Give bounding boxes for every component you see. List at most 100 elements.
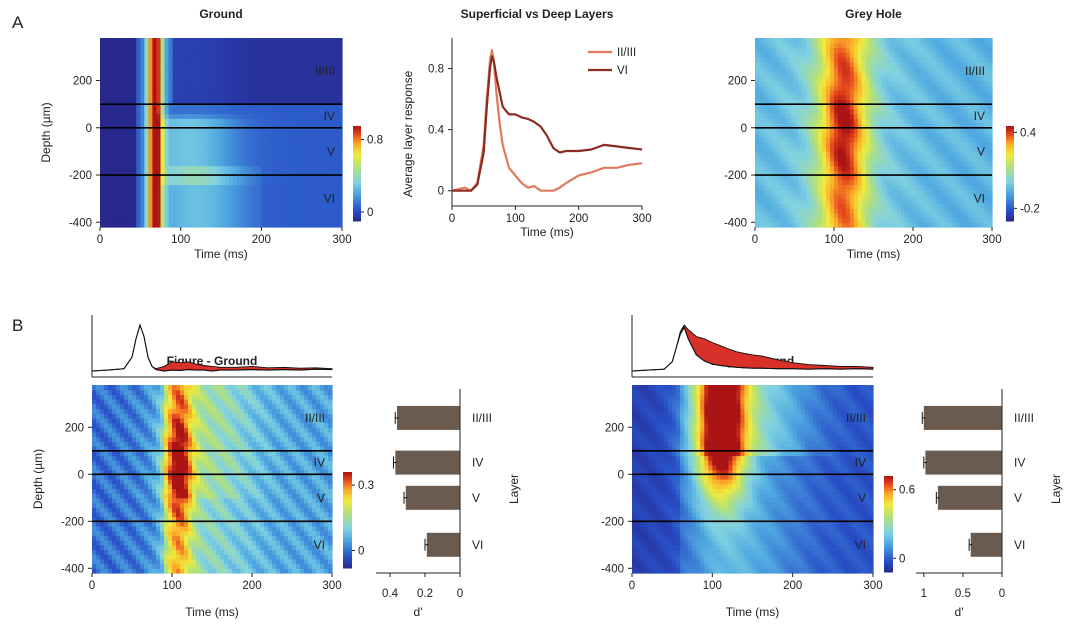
x-tick-label: 0 (449, 213, 455, 225)
figure-ground-cells (92, 385, 333, 574)
y-tick-label: 0 (438, 186, 444, 198)
dprime-y-axis-label: Layer (507, 474, 521, 504)
ground-colorbar: 0.80 (353, 126, 383, 222)
colorbar-tick-label: 0.3 (358, 480, 374, 492)
dprime-bar (405, 485, 461, 510)
colorbar-tick-label: 0 (367, 207, 373, 219)
y-tick-label: -200 (724, 170, 747, 182)
dprime-category-label: II/III (472, 411, 492, 425)
legend-label-1: VI (617, 65, 628, 77)
dprime-x-tick-label: 0 (999, 588, 1005, 600)
dprime-x-tick-label: 0.2 (417, 588, 433, 600)
y-tick-label: -400 (601, 563, 624, 575)
x-tick-label: 200 (252, 234, 271, 246)
y-tick-label: 0 (618, 469, 624, 481)
layer-label-3: VI (324, 192, 335, 206)
y-axis-label: Depth (µm) (31, 449, 45, 509)
y-tick-label: -200 (601, 516, 624, 528)
layer-label-1: IV (324, 109, 335, 123)
x-tick-label: 200 (903, 234, 922, 246)
x-tick-label: 100 (824, 234, 843, 246)
layer-label-1: IV (314, 456, 325, 470)
dprime-bar (925, 450, 1002, 475)
x-tick-label: 100 (162, 580, 181, 592)
colorbar-tick-label: 0 (899, 553, 905, 565)
x-tick-label: 300 (863, 580, 882, 592)
series-line-1 (452, 55, 643, 192)
x-tick-label: 0 (752, 234, 758, 246)
dprime-bar (923, 405, 1002, 430)
layer-label-3: VI (974, 192, 985, 206)
layer-label-1: IV (855, 456, 866, 470)
superficial-deep-panel: Superficial vs Deep Layers 0 100 200 300 Time… (401, 7, 652, 239)
x-tick-label: 300 (332, 234, 351, 246)
dprime-x-tick-label: 0.4 (382, 588, 399, 600)
ground-panel: II/III IV V VI Ground 0 100 200 300 Time (ms) 200 0… (39, 7, 383, 261)
x-tick-label: 0 (89, 580, 95, 592)
x-axis-label: Time (ms) (726, 605, 780, 619)
trace-difference-area (631, 324, 874, 372)
dprime-y-axis-label: Layer (1049, 474, 1063, 504)
dprime-category-label: II/III (1014, 411, 1034, 425)
colorbar-tick-label: 0.8 (367, 135, 383, 147)
dprime-x-tick-label: 0 (457, 588, 463, 600)
grey-hole-title: Grey Hole (845, 7, 902, 21)
dprime-bar (397, 405, 460, 430)
dprime-x-tick-label: 0.5 (955, 588, 971, 600)
layer-label-3: VI (855, 538, 866, 552)
superficial-deep-title: Superficial vs Deep Layers (461, 7, 614, 21)
dprime-x-tick-label: 1 (921, 588, 927, 600)
x-tick-label: 0 (97, 234, 103, 246)
dprime-bar (970, 532, 1002, 557)
x-axis-label: Time (ms) (847, 247, 901, 261)
x-tick-label: 200 (242, 580, 261, 592)
x-tick-label: 100 (506, 213, 525, 225)
dprime-x-axis-label: d' (414, 605, 423, 619)
panel-letter-b: B (12, 316, 23, 335)
layer-label-2: V (858, 491, 866, 505)
y-tick-label: 0.4 (428, 125, 445, 137)
y-tick-label: -400 (61, 563, 84, 575)
x-tick-label: 100 (171, 234, 190, 246)
y-axis-label: Depth (µm) (39, 102, 53, 162)
edge-ground-colorbar: 0.60 (884, 476, 915, 573)
x-tick-label: 0 (629, 580, 635, 592)
dprime-category-label: VI (472, 538, 483, 552)
edge-ground-cells (632, 385, 874, 574)
colorbar-tick-label: 0.4 (1020, 127, 1037, 139)
colorbar-tick-label: 0 (358, 546, 364, 558)
y-tick-label: 200 (73, 76, 92, 88)
grey-hole-colorbar: 0.4 -0.2 (1006, 126, 1040, 222)
layer-label-0: II/III (965, 64, 985, 78)
y-tick-label: -200 (61, 516, 84, 528)
colorbar-tick-label: 0.6 (899, 485, 915, 497)
trace-baseline-line (631, 325, 874, 372)
y-tick-label: 0 (741, 123, 747, 135)
figure-ground-trace (91, 315, 333, 378)
layer-label-0: II/III (315, 64, 335, 78)
dprime-category-label: V (472, 491, 480, 505)
x-tick-label: 300 (632, 213, 651, 225)
y-tick-label: 0 (78, 469, 84, 481)
dprime-bar (937, 485, 1002, 510)
dprime-category-label: IV (1014, 456, 1025, 470)
x-tick-label: 100 (703, 580, 722, 592)
y-axis-label: Average layer response (401, 70, 415, 197)
y-tick-label: -400 (69, 217, 92, 229)
layer-label-0: II/III (846, 411, 866, 425)
layer-label-2: V (327, 144, 335, 158)
dprime-bar (426, 532, 461, 557)
figure-ground-colorbar: 0.30 (343, 472, 374, 569)
x-axis-label: Time (ms) (194, 247, 248, 261)
edge-ground-dprime: II/III IV V VI 1 0.5 0 d' Layer (916, 389, 1063, 619)
dprime-x-axis-label: d' (955, 605, 964, 619)
panel-letter-a: A (12, 13, 24, 32)
y-tick-label: 0 (86, 123, 92, 135)
legend-label-0: II/III (617, 47, 636, 59)
dprime-bar (395, 450, 461, 475)
x-axis-label: Time (ms) (185, 605, 239, 619)
x-tick-label: 300 (322, 580, 341, 592)
